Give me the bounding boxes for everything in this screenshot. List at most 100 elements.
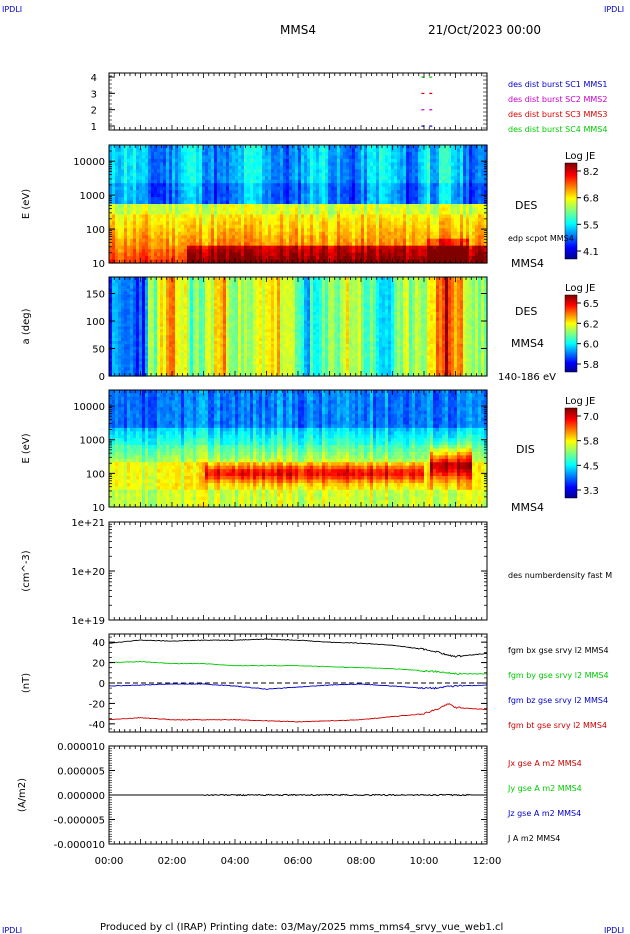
spectrogram-cell — [214, 162, 218, 167]
spectrogram-cell — [172, 165, 176, 170]
spectrogram-cell — [223, 162, 227, 167]
spectrogram-cell — [310, 256, 314, 261]
spectrogram-cell — [343, 155, 347, 160]
spectrogram-cell — [406, 224, 410, 229]
spectrogram-cell — [286, 172, 290, 177]
spectrogram-cell — [178, 165, 182, 170]
spectrogram-cell — [271, 214, 275, 219]
spectrogram-cell — [343, 224, 347, 229]
spectrogram-cell — [238, 169, 242, 174]
spectrogram-cell — [190, 252, 194, 257]
spectrogram-cell — [148, 221, 152, 226]
spectrogram-cell — [124, 207, 128, 212]
spectrogram-cell — [283, 145, 287, 150]
spectrogram-cell — [109, 221, 113, 226]
spectrogram-cell — [163, 186, 167, 191]
spectrogram-cell — [253, 245, 257, 250]
spectrogram-cell — [346, 242, 350, 247]
spectrogram-cell — [205, 204, 209, 209]
spectrogram-cell — [283, 231, 287, 236]
spectrogram-cell — [304, 249, 308, 254]
spectrogram-cell — [292, 151, 296, 157]
spectrogram-cell — [226, 204, 230, 209]
spectrogram-cell — [136, 214, 140, 219]
spectrogram-cell — [181, 228, 185, 233]
spectrogram-cell — [376, 162, 380, 167]
spectrogram-cell — [217, 207, 221, 212]
spectrogram-cell — [115, 165, 119, 170]
spectrogram-cell — [133, 183, 137, 188]
spectrogram-cell — [355, 256, 359, 261]
spectrogram-cell — [268, 169, 272, 174]
spectrogram-cell — [403, 249, 407, 254]
spectrogram-cell — [334, 256, 338, 261]
spectrogram-cell — [358, 231, 362, 236]
spectrogram-cell — [193, 145, 197, 150]
spectrogram-cell — [145, 158, 149, 163]
spectrogram-cell — [250, 210, 254, 216]
spectrogram-cell — [310, 193, 314, 198]
spectrogram-cell — [220, 158, 224, 163]
spectrogram-cell — [331, 186, 335, 191]
spectrogram-cell — [220, 151, 224, 157]
spectrogram-cell — [364, 172, 368, 177]
spectrogram-cell — [127, 238, 131, 243]
spectrogram-cell — [277, 238, 281, 243]
spectrogram-cell — [217, 224, 221, 229]
spectrogram-cell — [334, 200, 338, 205]
spectrogram-cell — [349, 172, 353, 177]
spectrogram-cell — [226, 238, 230, 243]
spectrogram-cell — [109, 197, 113, 202]
spectrogram-cell — [397, 228, 401, 233]
spectrogram-cell — [292, 242, 296, 247]
spectrogram-cell — [235, 200, 239, 205]
spectrogram-cell — [196, 235, 200, 240]
spectrogram-cell — [382, 231, 386, 236]
spectrogram-cell — [310, 238, 314, 243]
spectrogram-cell — [403, 217, 407, 222]
spectrogram-cell — [382, 169, 386, 174]
spectrogram-cell — [223, 256, 227, 261]
spectrogram-cell — [370, 252, 374, 257]
spectrogram-cell — [223, 210, 227, 216]
spectrogram-cell — [343, 197, 347, 202]
spectrogram-cell — [238, 155, 242, 160]
spectrogram-cell — [172, 155, 176, 160]
spectrogram-cell — [178, 155, 182, 160]
spectrogram-cell — [232, 245, 236, 250]
spectrogram-cell — [295, 259, 299, 264]
spectrogram-cell — [148, 210, 152, 216]
spectrogram-cell — [367, 183, 371, 188]
spectrogram-cell — [163, 172, 167, 177]
spectrogram-cell — [232, 155, 236, 160]
spectrogram-cell — [235, 193, 239, 198]
spectrogram-cell — [193, 224, 197, 229]
spectrogram-cell — [241, 249, 245, 254]
spectrogram-cell — [403, 169, 407, 174]
spectrogram-cell — [412, 148, 416, 153]
spectrogram-cell — [214, 200, 218, 205]
spectrogram-cell — [328, 183, 332, 188]
spectrogram-cell — [223, 204, 227, 209]
spectrogram-cell — [379, 252, 383, 257]
spectrogram-cell — [166, 172, 170, 177]
spectrogram-cell — [151, 207, 155, 212]
spectrogram-cell — [115, 179, 119, 184]
spectrogram-cell — [181, 235, 185, 240]
spectrogram-cell — [268, 204, 272, 209]
spectrogram-cell — [418, 158, 422, 163]
spectrogram-cell — [250, 252, 254, 257]
spectrogram-cell — [172, 204, 176, 209]
spectrogram-cell — [322, 183, 326, 188]
spectrogram-cell — [211, 190, 215, 195]
spectrogram-cell — [205, 193, 209, 198]
spectrogram-cell — [298, 179, 302, 184]
spectrogram-cell — [136, 245, 140, 250]
spectrogram-cell — [415, 221, 419, 226]
spectrogram-cell — [310, 245, 314, 250]
spectrogram-cell — [403, 165, 407, 170]
spectrogram-cell — [250, 256, 254, 261]
spectrogram-cell — [334, 207, 338, 212]
spectrogram-cell — [271, 172, 275, 177]
spectrogram-cell — [115, 176, 119, 181]
